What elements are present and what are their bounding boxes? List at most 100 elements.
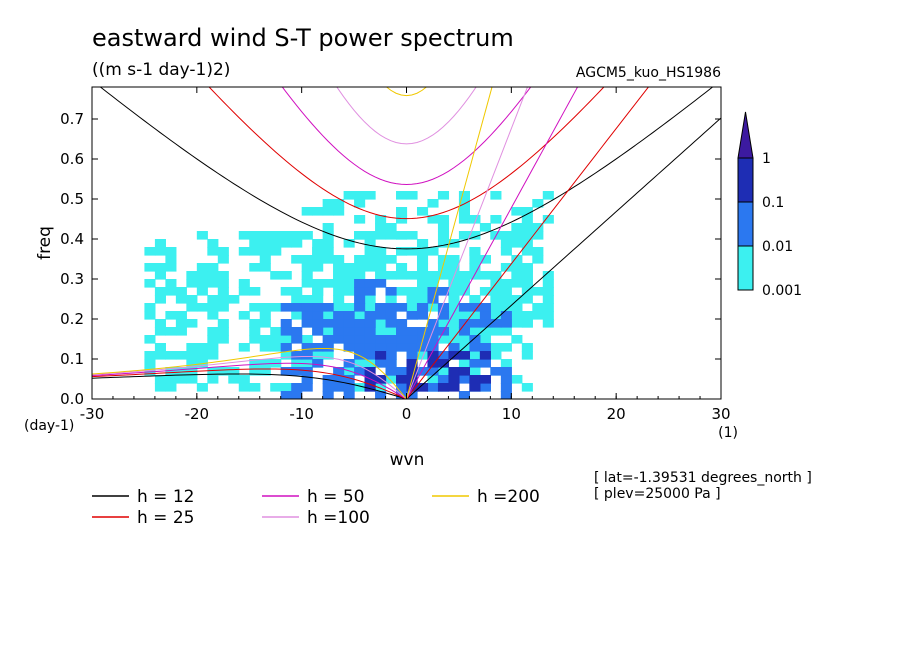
spectrum-cell: [532, 287, 544, 296]
spectrum-cell: [542, 319, 554, 328]
spectrum-cell: [207, 311, 219, 320]
spectrum-cell: [406, 359, 418, 368]
spectrum-cell: [291, 327, 303, 336]
spectrum-cell: [448, 279, 460, 288]
line-legend: h = 12h = 25 h = 50h =100 h =200: [92, 487, 540, 528]
spectrum-cell: [469, 319, 481, 328]
spectrum-cell: [249, 383, 261, 392]
spectrum-cell: [479, 327, 491, 336]
spectrum-cell: [375, 327, 387, 336]
spectrum-cell: [175, 351, 187, 360]
spectrum-cell: [322, 231, 334, 240]
spectrum-cell: [521, 215, 533, 224]
spectrum-cell: [301, 335, 313, 344]
spectrum-cell: [354, 383, 366, 392]
spectrum-cell: [175, 375, 187, 384]
rossby-curve-h12: [92, 373, 407, 399]
spectrum-cell: [458, 287, 470, 296]
spectrum-cell: [301, 319, 313, 328]
spectrum-cell: [385, 311, 397, 320]
spectrum-cell: [364, 311, 376, 320]
spectrum-cell: [448, 367, 460, 376]
spectrum-cell: [354, 263, 366, 272]
spectrum-cell: [469, 351, 481, 360]
spectrum-cell: [186, 279, 198, 288]
spectrum-cell: [322, 319, 334, 328]
spectrum-cell: [500, 375, 512, 384]
spectrum-cell: [270, 335, 282, 344]
spectrum-cell: [312, 279, 324, 288]
spectrum-cell: [354, 255, 366, 264]
spectrum-cell: [270, 303, 282, 312]
spectrum-cell: [521, 295, 533, 304]
spectrum-cell: [354, 303, 366, 312]
spectrum-cell: [322, 343, 334, 352]
spectrum-cell: [165, 263, 177, 272]
spectrum-cell: [427, 215, 439, 224]
chart-title: eastward wind S-T power spectrum: [92, 24, 514, 52]
spectrum-cell: [469, 271, 481, 280]
spectrum-cell: [458, 271, 470, 280]
spectrum-cell: [490, 295, 502, 304]
spectrum-cell: [437, 239, 450, 248]
spectrum-cell: [490, 367, 502, 376]
spectrum-cell: [259, 359, 271, 368]
y-tick-label: 0.2: [60, 310, 84, 328]
spectrum-cell: [217, 335, 229, 344]
spectrum-cell: [301, 279, 313, 288]
spectrum-cell: [385, 303, 397, 312]
spectrum-cell: [322, 247, 334, 256]
spectrum-cell: [521, 271, 533, 280]
model-name: AGCM5_kuo_HS1986: [576, 65, 721, 81]
spectrum-cell: [385, 271, 397, 280]
spectrum-cell: [396, 191, 408, 200]
colorbar-segment: [737, 245, 754, 291]
spectrum-cell: [500, 383, 512, 392]
spectrum-cell: [354, 231, 366, 240]
spectrum-cell: [249, 359, 261, 368]
rossby-curve-h200: [92, 347, 407, 399]
spectrum-cell: [354, 359, 366, 368]
spectrum-cell: [154, 247, 166, 256]
spectrum-cell: [354, 343, 366, 352]
y-tick-label: 0.5: [60, 190, 84, 208]
spectrum-cell: [469, 255, 481, 264]
spectrum-cell: [406, 391, 418, 399]
spectrum-cell: [385, 287, 397, 296]
spectrum-cell: [154, 239, 166, 248]
spectrum-cell: [301, 375, 313, 384]
spectrum-cell: [364, 383, 376, 392]
spectrum-cell: [301, 231, 313, 240]
spectrum-cell: [175, 295, 187, 304]
spectrum-cell: [343, 311, 355, 320]
kelvin-curve-h100: [406, 87, 528, 399]
spectrum-cell: [427, 375, 439, 384]
spectrum-cell: [333, 335, 345, 344]
spectrum-cell: [280, 231, 292, 240]
spectrum-cell: [532, 311, 544, 320]
rossby-curve-h25: [92, 368, 407, 399]
spectrum-cell: [479, 383, 491, 392]
spectrum-cell: [333, 383, 345, 392]
spectrum-cell: [196, 279, 208, 288]
spectrum-cell: [259, 343, 271, 352]
kelvin-curve-h25: [406, 87, 650, 399]
spectrum-cell: [385, 327, 397, 336]
spectrum-cell: [333, 199, 345, 208]
spectrum-cell: [542, 311, 554, 320]
spectrum-cell: [437, 191, 450, 200]
legend-label: h = 12: [137, 487, 194, 507]
spectrum-cell: [406, 367, 418, 376]
spectrum-cell: [458, 191, 470, 200]
spectrum-cell: [175, 327, 187, 336]
legend-label: h =100: [307, 508, 370, 528]
spectrum-cell: [375, 359, 387, 368]
spectrum-cell: [322, 279, 334, 288]
spectrum-cell: [301, 351, 313, 360]
spectrum-cell: [333, 255, 345, 264]
y-axis-label: freq: [35, 226, 55, 260]
spectrum-cell: [469, 303, 481, 312]
y-tick-label: 0.0: [60, 390, 84, 408]
rossby-curve-h50: [92, 362, 407, 399]
spectrum-cell: [270, 327, 282, 336]
